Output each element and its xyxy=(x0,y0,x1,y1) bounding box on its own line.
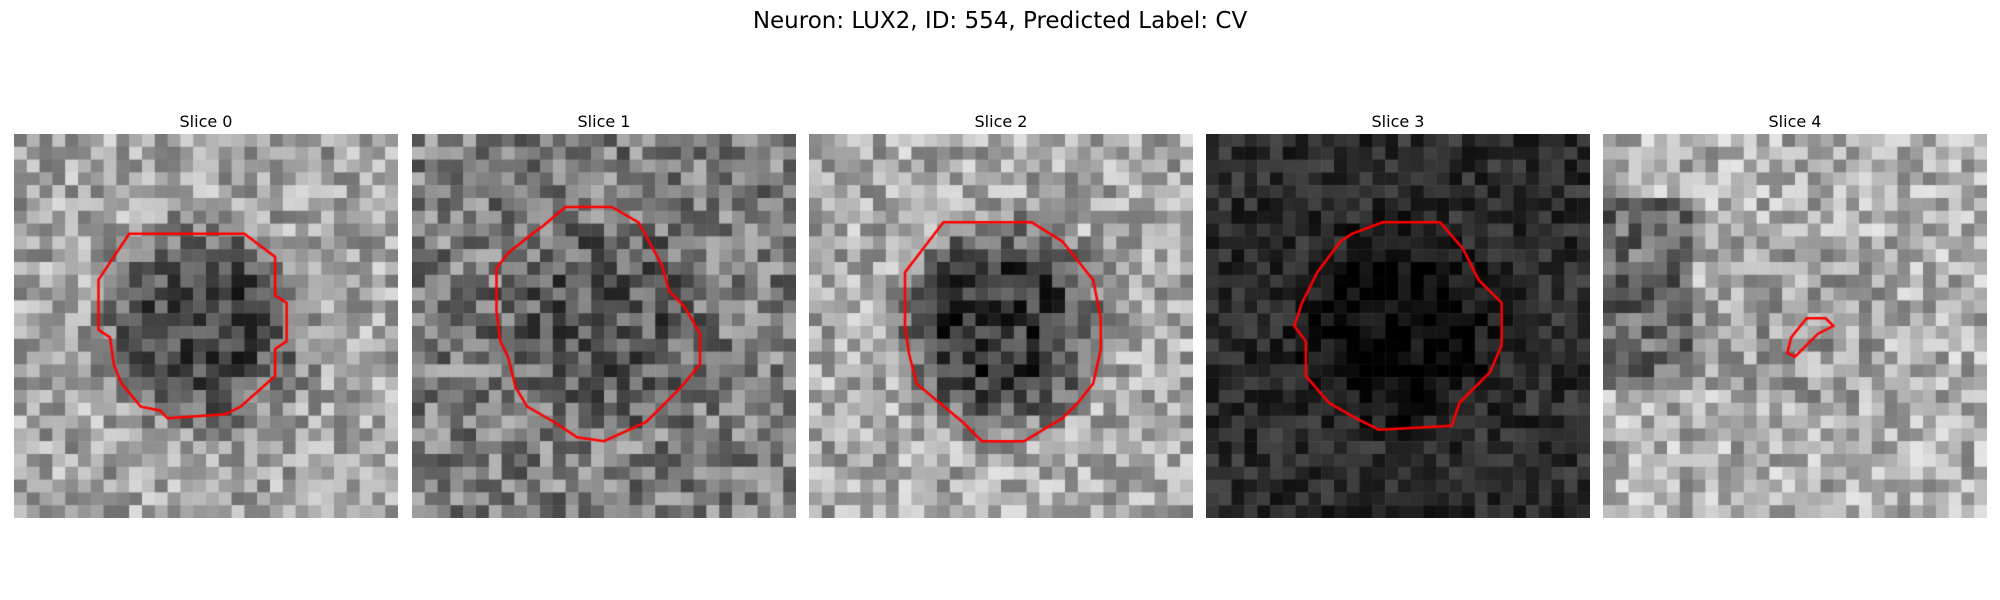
slice-panel-1: Slice 1 xyxy=(412,110,796,518)
slice-title-2: Slice 2 xyxy=(974,112,1028,131)
slice-panel-2: Slice 2 xyxy=(809,110,1193,518)
slice-image-1 xyxy=(412,134,796,518)
slice-panel-0: Slice 0 xyxy=(14,110,398,518)
slice-image-4 xyxy=(1603,134,1987,518)
slice-title-3: Slice 3 xyxy=(1371,112,1425,131)
slice-title-4: Slice 4 xyxy=(1768,112,1822,131)
slice-panel-4: Slice 4 xyxy=(1603,110,1987,518)
slice-image-3 xyxy=(1206,134,1590,518)
slice-image-2 xyxy=(809,134,1193,518)
slice-image-0 xyxy=(14,134,398,518)
slice-title-0: Slice 0 xyxy=(179,112,233,131)
slice-title-1: Slice 1 xyxy=(577,112,631,131)
slice-panel-3: Slice 3 xyxy=(1206,110,1590,518)
figure-title: Neuron: LUX2, ID: 554, Predicted Label: … xyxy=(752,8,1248,34)
